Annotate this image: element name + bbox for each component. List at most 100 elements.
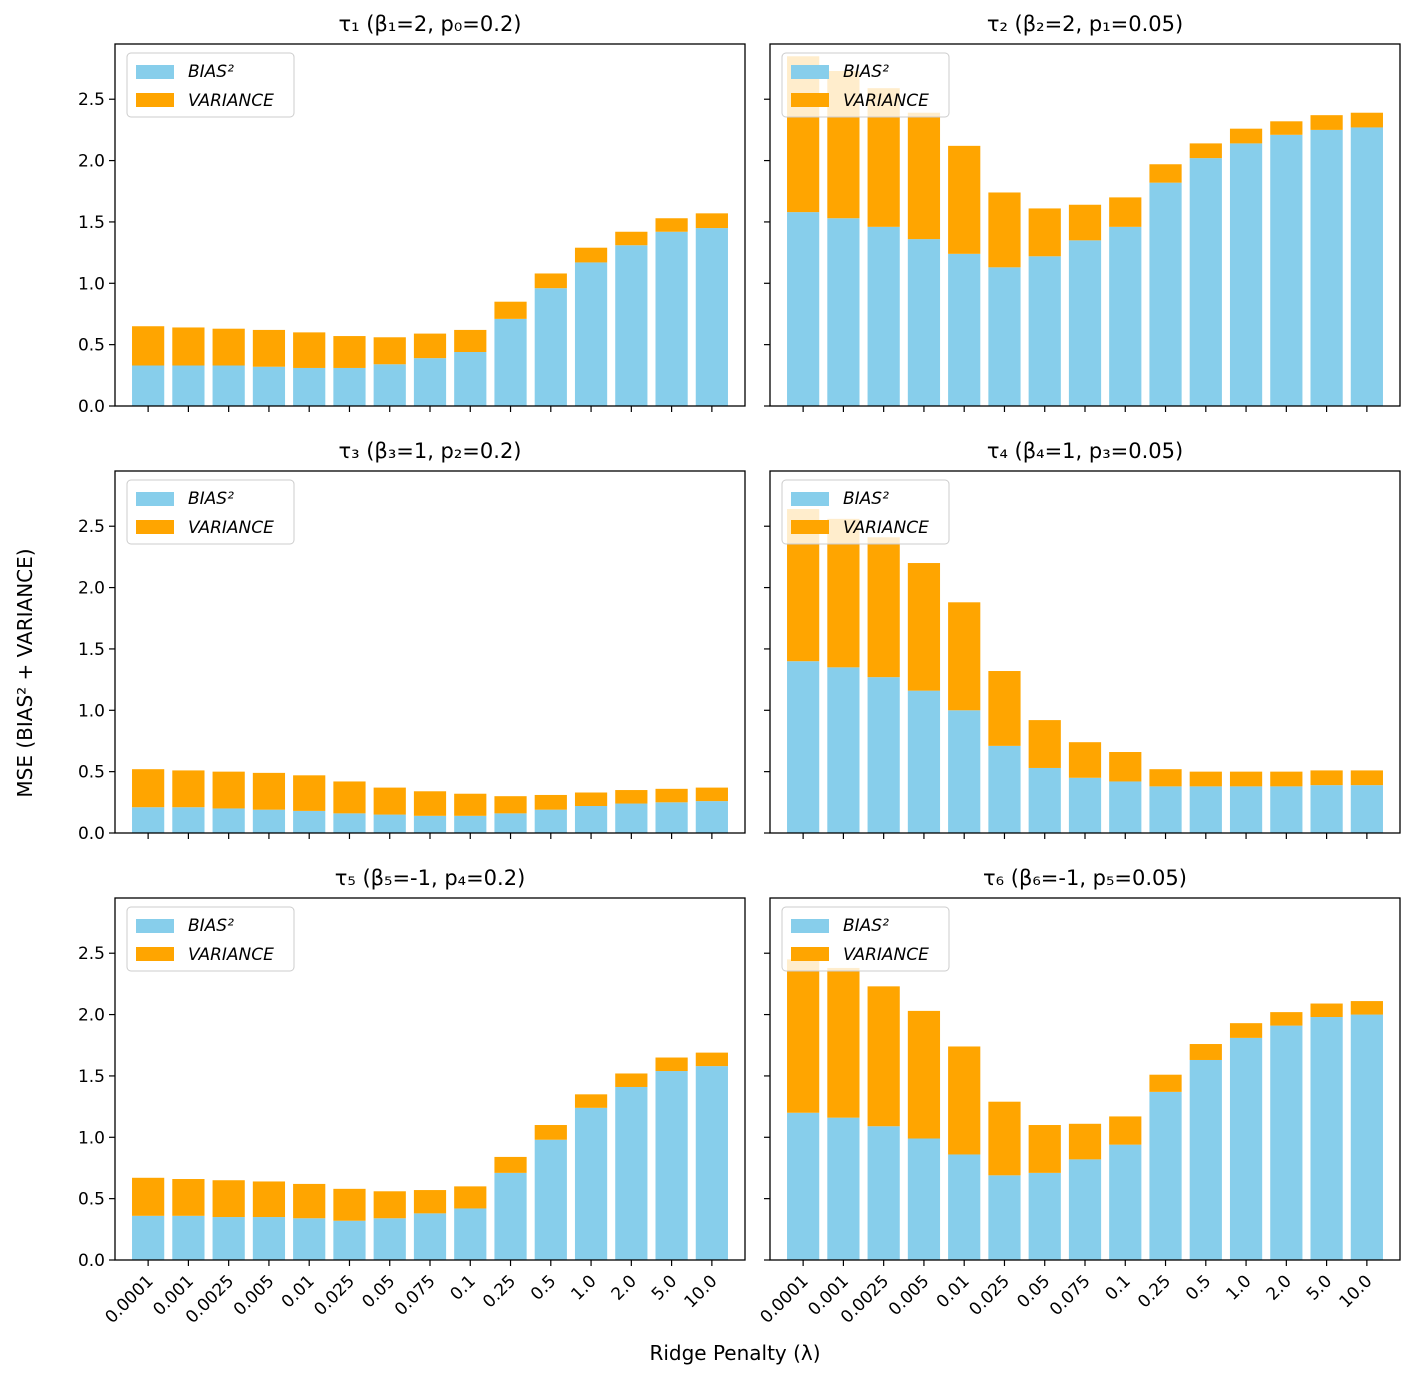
bar-bias-0.25 <box>1149 182 1182 406</box>
bar-bias-0.025 <box>333 367 366 406</box>
bar-bias-5.0 <box>1310 129 1343 406</box>
bar-bias-0.0025 <box>867 677 900 833</box>
bar-variance-5.0 <box>655 1057 688 1072</box>
bar-variance-0.01 <box>948 602 981 711</box>
bar-bias-10.0 <box>1350 127 1383 407</box>
bar-bias-0.1 <box>1109 781 1142 833</box>
y-tick-label: 1.5 <box>78 213 105 233</box>
bar-bias-0.005 <box>252 366 286 406</box>
bar-variance-0.25 <box>1149 769 1182 787</box>
bar-variance-0.1 <box>1109 197 1142 227</box>
bar-bias-0.25 <box>1149 1091 1182 1260</box>
bar-variance-0.5 <box>1189 143 1222 159</box>
y-tick-label: 0.0 <box>78 824 105 844</box>
x-tick-label: 0.075 <box>1046 1271 1095 1320</box>
y-tick-label: 1.0 <box>78 274 105 294</box>
bar-bias-0.5 <box>534 1139 567 1260</box>
bar-bias-0.075 <box>1068 1159 1102 1260</box>
bar-bias-0.0001 <box>132 807 165 833</box>
x-tick-label: 0.1 <box>447 1271 480 1304</box>
legend-label-bias: BIAS² <box>188 916 234 936</box>
bar-bias-0.0025 <box>212 365 245 406</box>
bar-variance-1.0 <box>574 1094 608 1108</box>
x-tick-label: 5.0 <box>648 1271 681 1304</box>
y-tick-label: 0.0 <box>78 1251 105 1271</box>
bar-bias-0.1 <box>1109 226 1142 406</box>
bar-variance-0.001 <box>827 967 860 1118</box>
x-tick-label: 0.0001 <box>101 1271 157 1327</box>
bar-variance-0.05 <box>373 787 406 815</box>
bar-bias-0.01 <box>948 253 981 406</box>
legend: BIAS² VARIANCE <box>781 52 950 118</box>
bar-variance-2.0 <box>1270 771 1303 787</box>
legend-swatch-variance <box>791 947 829 961</box>
bar-bias-0.1 <box>454 1208 487 1260</box>
bar-bias-0.5 <box>1189 158 1222 406</box>
chart-title: τ₁ (β₁=2, p₀=0.2) <box>339 12 522 36</box>
bar-bias-2.0 <box>615 1086 648 1260</box>
bar-variance-2.0 <box>615 790 648 804</box>
bar-variance-0.075 <box>413 1190 447 1214</box>
y-tick-label: 1.0 <box>78 701 105 721</box>
bar-variance-0.1 <box>454 329 487 353</box>
bar-bias-0.05 <box>373 814 406 833</box>
bar-variance-0.05 <box>373 1191 406 1219</box>
bar-bias-1.0 <box>1229 786 1263 833</box>
x-tick-label: 0.5 <box>1182 1271 1215 1304</box>
y-tick-label: 2.5 <box>78 517 105 537</box>
x-tick-label: 5.0 <box>1303 1271 1336 1304</box>
bar-variance-0.025 <box>333 336 366 368</box>
x-tick-label: 0.025 <box>965 1271 1014 1320</box>
y-tick-label: 2.0 <box>78 579 105 599</box>
x-tick-label: 0.075 <box>391 1271 440 1320</box>
bar-variance-0.05 <box>373 337 406 365</box>
bar-bias-0.005 <box>907 1138 941 1260</box>
bar-variance-10.0 <box>1350 770 1383 786</box>
axes-frame <box>769 897 1401 1261</box>
bar-variance-0.01 <box>293 1183 326 1219</box>
bar-bias-10.0 <box>695 1066 728 1260</box>
legend-label-variance: VARIANCE <box>188 518 274 538</box>
bar-bias-0.25 <box>494 813 527 833</box>
bar-variance-0.025 <box>988 671 1021 746</box>
legend-swatch-variance <box>791 520 829 534</box>
bar-variance-0.25 <box>1149 164 1182 183</box>
legend-swatch-variance <box>791 93 829 107</box>
bar-bias-0.075 <box>1068 777 1102 833</box>
bar-bias-0.05 <box>1028 767 1061 833</box>
x-tick-label: 1.0 <box>567 1271 600 1304</box>
chart-title: τ₃ (β₃=1, p₂=0.2) <box>339 439 522 463</box>
bar-variance-5.0 <box>655 788 688 803</box>
bar-bias-0.005 <box>252 809 286 833</box>
bar-bias-0.025 <box>988 745 1021 833</box>
bar-variance-2.0 <box>1270 1012 1303 1026</box>
bar-variance-0.0025 <box>867 537 900 678</box>
x-tick-label: 2.0 <box>1263 1271 1296 1304</box>
bar-bias-0.005 <box>907 239 941 406</box>
bar-variance-1.0 <box>1229 1023 1263 1038</box>
legend: BIAS² VARIANCE <box>126 479 295 545</box>
bar-bias-10.0 <box>1350 1014 1383 1260</box>
legend: BIAS² VARIANCE <box>126 52 295 118</box>
bar-bias-0.025 <box>988 267 1021 406</box>
bar-variance-0.5 <box>534 273 567 289</box>
bar-bias-5.0 <box>655 1071 688 1260</box>
bar-variance-1.0 <box>574 247 608 263</box>
bar-bias-0.5 <box>534 288 567 406</box>
chart-panel-4: τ₄ (β₄=1, p₃=0.05) BIAS² VARIANCE <box>764 439 1401 839</box>
bar-bias-2.0 <box>1270 1025 1303 1260</box>
bar-variance-10.0 <box>695 787 728 802</box>
legend-label-variance: VARIANCE <box>188 945 274 965</box>
bar-bias-0.075 <box>413 358 447 406</box>
bar-bias-0.05 <box>373 1218 406 1260</box>
bar-bias-0.05 <box>1028 1172 1061 1260</box>
bar-bias-0.01 <box>948 1154 981 1260</box>
axes-frame <box>114 897 746 1261</box>
x-tick-label: 0.25 <box>1134 1271 1175 1312</box>
bar-variance-0.025 <box>333 781 366 814</box>
bar-bias-10.0 <box>1350 785 1383 833</box>
bar-bias-0.1 <box>1109 1144 1142 1260</box>
y-tick-label: 2.5 <box>78 90 105 110</box>
bar-bias-0.001 <box>827 667 860 833</box>
y-tick-label: 2.0 <box>78 1006 105 1026</box>
